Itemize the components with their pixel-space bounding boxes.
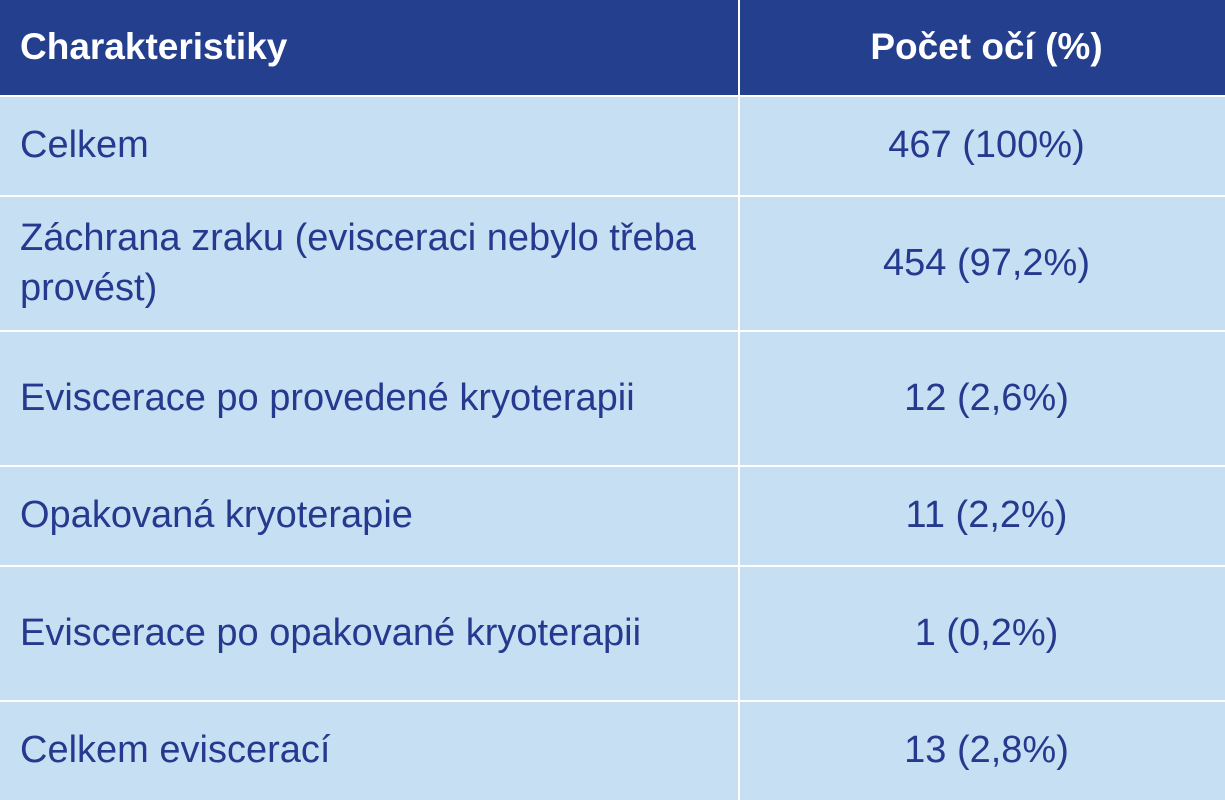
row-4-value: 11 (2,2%) bbox=[740, 467, 1225, 567]
header-eye-count: Počet očí (%) bbox=[740, 0, 1225, 97]
row-3-value: 12 (2,6%) bbox=[740, 332, 1225, 467]
row-3-label: Eviscerace po provedené kryoterapii bbox=[0, 332, 740, 467]
row-2-value: 454 (97,2%) bbox=[740, 197, 1225, 332]
row-1-value: 467 (100%) bbox=[740, 97, 1225, 197]
row-5-label: Eviscerace po opakované kryoterapii bbox=[0, 567, 740, 702]
row-4-label: Opakovaná kryoterapie bbox=[0, 467, 740, 567]
row-2-label: Záchrana zraku (evisceraci nebylo třeba … bbox=[0, 197, 740, 332]
row-5-value: 1 (0,2%) bbox=[740, 567, 1225, 702]
header-characteristics: Charakteristiky bbox=[0, 0, 740, 97]
row-6-value: 13 (2,8%) bbox=[904, 729, 1069, 772]
row-1-label: Celkem bbox=[0, 97, 740, 197]
row-6-label: Celkem eviscerací bbox=[0, 702, 740, 800]
